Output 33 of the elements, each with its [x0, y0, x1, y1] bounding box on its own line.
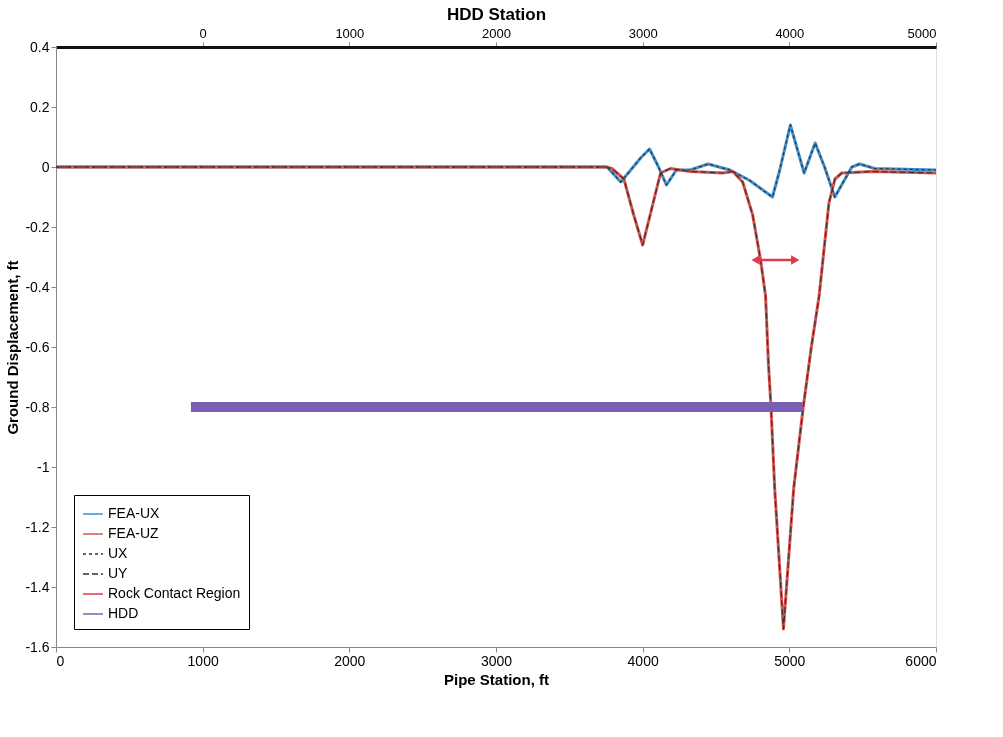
- x2-tick-label: 5000: [907, 25, 937, 41]
- legend-label: UX: [108, 545, 129, 561]
- legend-label: FEA-UX: [108, 505, 160, 521]
- y-tick-label: 0: [41, 158, 50, 175]
- y-tick-label: 0.2: [30, 98, 50, 115]
- legend-label: HDD: [108, 605, 139, 621]
- x2-tick-label: 1000: [335, 25, 365, 41]
- legend-label: Rock Contact Region: [108, 585, 241, 601]
- y-tick-label: 0.4: [30, 38, 50, 55]
- x-tick-label: 0: [56, 652, 65, 669]
- y-tick-label: -1.4: [25, 578, 50, 595]
- legend-label: UY: [108, 565, 129, 581]
- x2-tick-label: 0: [199, 25, 207, 41]
- y-tick-label: -0.2: [25, 218, 50, 235]
- y-tick-label: -1.2: [25, 518, 50, 535]
- x-tick-label: 6000: [905, 652, 937, 669]
- legend-label: FEA-UZ: [108, 525, 159, 541]
- y-axis-title: Ground Displacement, ft: [4, 260, 22, 435]
- x2-tick-label: 4000: [775, 25, 805, 41]
- x-tick-label: 3000: [480, 652, 513, 669]
- x-axis-title: Pipe Station, ft: [444, 670, 549, 688]
- x2-tick-label: 2000: [482, 25, 511, 41]
- y-tick-label: -1.6: [25, 638, 50, 655]
- x-tick-label: 5000: [774, 652, 806, 669]
- y-tick-label: -1: [37, 458, 50, 475]
- x2-axis-title: HDD Station: [446, 4, 547, 24]
- y-tick-label: -0.8: [25, 398, 50, 415]
- x-tick-label: 4000: [627, 652, 659, 669]
- x2-tick-label: 3000: [628, 25, 658, 41]
- x-tick-label: 2000: [334, 652, 366, 669]
- y-tick-label: -0.4: [25, 278, 50, 295]
- x-tick-label: 1000: [187, 652, 219, 669]
- y-tick-label: -0.6: [25, 338, 50, 355]
